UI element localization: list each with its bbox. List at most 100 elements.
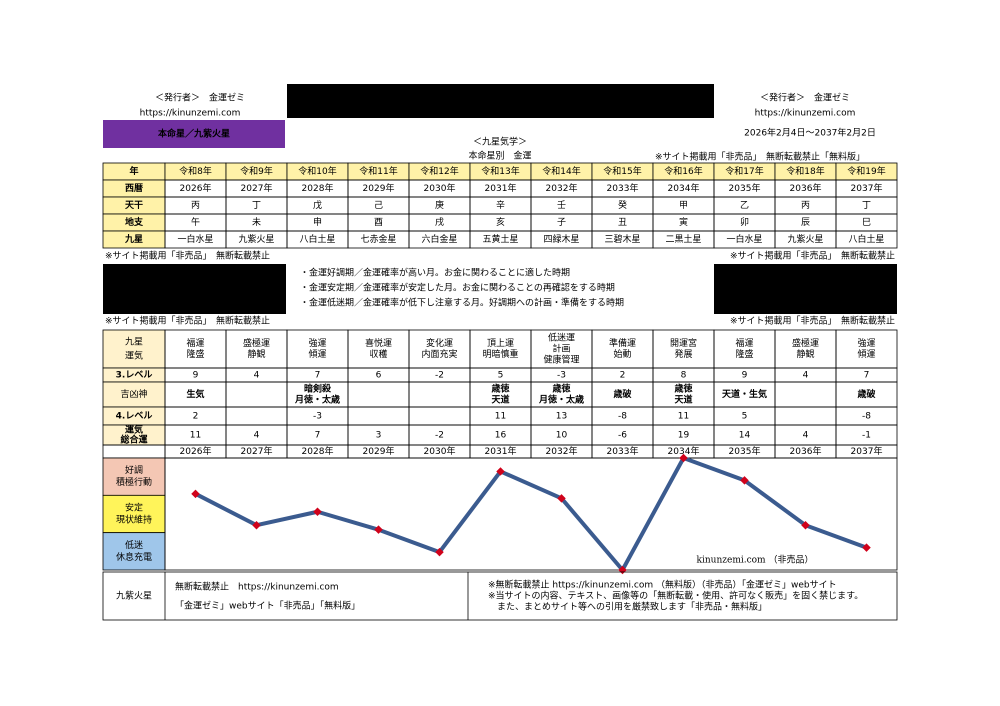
marker bbox=[862, 543, 871, 552]
marker bbox=[801, 520, 810, 530]
marker bbox=[313, 507, 322, 517]
cell-text: 令和11年 bbox=[359, 165, 397, 177]
cell-text: 酉 bbox=[374, 217, 383, 228]
year: 2037年 bbox=[851, 445, 883, 457]
row-label: 4.レベル bbox=[116, 411, 153, 422]
cell-text: 九紫火星 bbox=[238, 234, 274, 245]
total: -1 bbox=[862, 431, 871, 441]
row-label: 九星 bbox=[125, 337, 143, 348]
title: 12年未来 金運グラフ bbox=[453, 96, 547, 108]
level4: -8 bbox=[862, 412, 871, 422]
deity: 天道 bbox=[674, 394, 692, 406]
total: 4 bbox=[803, 431, 809, 441]
cell-text: 令和10年 bbox=[298, 165, 336, 177]
cell-text: 2033年 bbox=[607, 182, 639, 194]
fortune: 強運 bbox=[308, 337, 326, 349]
cell bbox=[164, 329, 227, 369]
marker bbox=[496, 467, 505, 476]
footer bbox=[102, 571, 898, 621]
zone-label: 休息充電 bbox=[116, 551, 152, 563]
row-label: 3.レベル bbox=[116, 370, 153, 381]
footer-text: 「金運ゼミ」webサイト「非売品」「無料版」 bbox=[175, 600, 360, 612]
url: https://kinunzemi.com bbox=[755, 109, 856, 119]
year: 2027年 bbox=[241, 445, 273, 457]
zone-label: 安定 bbox=[125, 502, 143, 514]
level4: 13 bbox=[556, 412, 567, 422]
total: 16 bbox=[495, 431, 507, 441]
cell bbox=[225, 329, 288, 369]
cell-text: 八白土星 bbox=[299, 233, 335, 245]
cell bbox=[835, 230, 898, 249]
fortune: 静観 bbox=[796, 348, 814, 360]
footer-text: 無断転載禁止 https://kinunzemi.com bbox=[175, 581, 339, 593]
fortune: 頂上運 bbox=[487, 338, 514, 349]
cell-text: 壬 bbox=[557, 200, 566, 211]
cell-text: 令和17年 bbox=[725, 165, 763, 177]
zone bbox=[102, 494, 166, 534]
cell-text: 辛 bbox=[496, 199, 505, 211]
chart-area bbox=[164, 457, 898, 571]
marker bbox=[557, 494, 566, 503]
cell bbox=[347, 381, 410, 408]
row-label: 吉凶神 bbox=[120, 388, 147, 400]
footer-label: 九紫火星 bbox=[116, 591, 152, 602]
fortune: 収穫 bbox=[369, 348, 387, 360]
deity: 天道 bbox=[491, 394, 509, 406]
banner-text: 「金運」 bbox=[787, 273, 823, 285]
cell-text: 亥 bbox=[496, 216, 505, 228]
cell-text: 戌 bbox=[435, 216, 444, 228]
row-label: 総合運 bbox=[120, 434, 147, 446]
fortune: 傾運 bbox=[308, 348, 326, 360]
fortune: 健康管理 bbox=[543, 354, 579, 366]
fortune: 盛極運 bbox=[243, 337, 270, 349]
cell-text: 2029年 bbox=[363, 182, 395, 194]
marker bbox=[679, 453, 688, 463]
cell-text: 己 bbox=[374, 200, 383, 211]
zone bbox=[102, 532, 166, 571]
cell-text: 三碧木星 bbox=[604, 233, 640, 245]
cell-text: 丁 bbox=[252, 201, 261, 211]
bullet: ・金運低迷期／金運確率が低下し注意する月。好調期への計画・準備をする時期 bbox=[300, 297, 624, 309]
note: ※サイト掲載用「非売品」 無断転載禁止 bbox=[105, 315, 270, 327]
level4: 11 bbox=[678, 412, 689, 422]
cell bbox=[835, 329, 898, 369]
cell-text: 令和8年 bbox=[179, 165, 212, 177]
year: 2030年 bbox=[424, 445, 456, 457]
footer-note: ※当サイトの内容、テキスト、画像等の「無断転載・使用、許可なく販売」を固く禁じま… bbox=[488, 590, 863, 602]
cell-text: 辰 bbox=[801, 217, 810, 228]
level4: -3 bbox=[313, 412, 322, 422]
marker bbox=[191, 489, 200, 499]
level3: 2 bbox=[620, 371, 626, 381]
row-label: 年 bbox=[129, 165, 138, 177]
cell-text: 癸 bbox=[618, 199, 627, 211]
watermark: kinunzemi.com （非売品） bbox=[697, 554, 814, 566]
cell-text: 卯 bbox=[740, 217, 749, 228]
level4: 2 bbox=[193, 412, 199, 422]
cell-text: 2037年 bbox=[851, 182, 883, 194]
cell bbox=[286, 329, 349, 369]
banner-text: 確率データ bbox=[782, 293, 827, 305]
cell-text: 2027年 bbox=[241, 182, 273, 194]
cell-text: 八白土星 bbox=[848, 233, 884, 245]
cell bbox=[469, 329, 532, 369]
star-box bbox=[103, 120, 285, 148]
cell-text: 子 bbox=[557, 217, 566, 228]
cell bbox=[408, 381, 471, 408]
note: ※サイト掲載用「非売品」 無断転載禁止 bbox=[730, 315, 895, 327]
cell-text: 戊 bbox=[313, 199, 322, 211]
level4: -8 bbox=[618, 412, 627, 422]
total: 19 bbox=[678, 431, 690, 441]
notice: ※サイト掲載用「非売品」 無断転載禁止「無料版」 bbox=[655, 151, 865, 163]
total: -6 bbox=[618, 431, 627, 441]
footer-note: また、まとめサイト等への引用を厳禁致します「非売品・無料版」 bbox=[488, 601, 767, 613]
fortune: 内面充実 bbox=[421, 348, 457, 360]
cell-text: 一白水星 bbox=[177, 233, 213, 245]
deity: 暗剣殺 bbox=[304, 383, 332, 395]
cell-text: 丙 bbox=[191, 200, 200, 211]
year: 2028年 bbox=[302, 445, 334, 457]
url: https://kinunzemi.com bbox=[140, 109, 241, 119]
cell bbox=[408, 329, 471, 369]
label-cell bbox=[102, 444, 166, 459]
cell-text: 丁 bbox=[862, 201, 871, 211]
cell-text: 六白金星 bbox=[421, 233, 457, 245]
